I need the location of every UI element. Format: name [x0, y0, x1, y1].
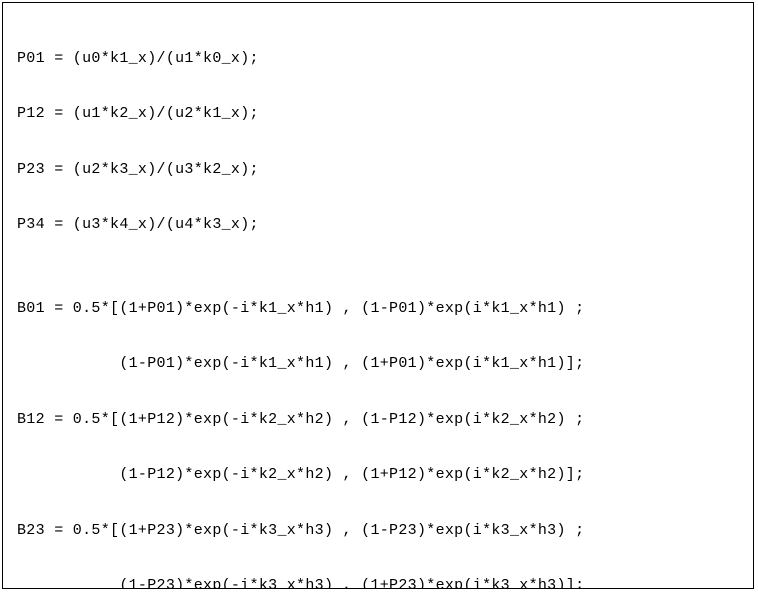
code-line: (1-P23)*exp(-i*k3_x*h3) , (1+P23)*exp(i*… [17, 572, 745, 589]
code-line: B23 = 0.5*[(1+P23)*exp(-i*k3_x*h3) , (1-… [17, 517, 745, 545]
code-block: P01 = (u0*k1_x)/(u1*k0_x); P12 = (u1*k2_… [2, 2, 754, 589]
code-line: B12 = 0.5*[(1+P12)*exp(-i*k2_x*h2) , (1-… [17, 406, 745, 434]
code-line: B01 = 0.5*[(1+P01)*exp(-i*k1_x*h1) , (1-… [17, 295, 745, 323]
code-line: P23 = (u2*k3_x)/(u3*k2_x); [17, 156, 745, 184]
code-line: P12 = (u1*k2_x)/(u2*k1_x); [17, 100, 745, 128]
code-line: (1-P12)*exp(-i*k2_x*h2) , (1+P12)*exp(i*… [17, 461, 745, 489]
code-line: P34 = (u3*k4_x)/(u4*k3_x); [17, 211, 745, 239]
code-line: P01 = (u0*k1_x)/(u1*k0_x); [17, 45, 745, 73]
code-line: (1-P01)*exp(-i*k1_x*h1) , (1+P01)*exp(i*… [17, 350, 745, 378]
